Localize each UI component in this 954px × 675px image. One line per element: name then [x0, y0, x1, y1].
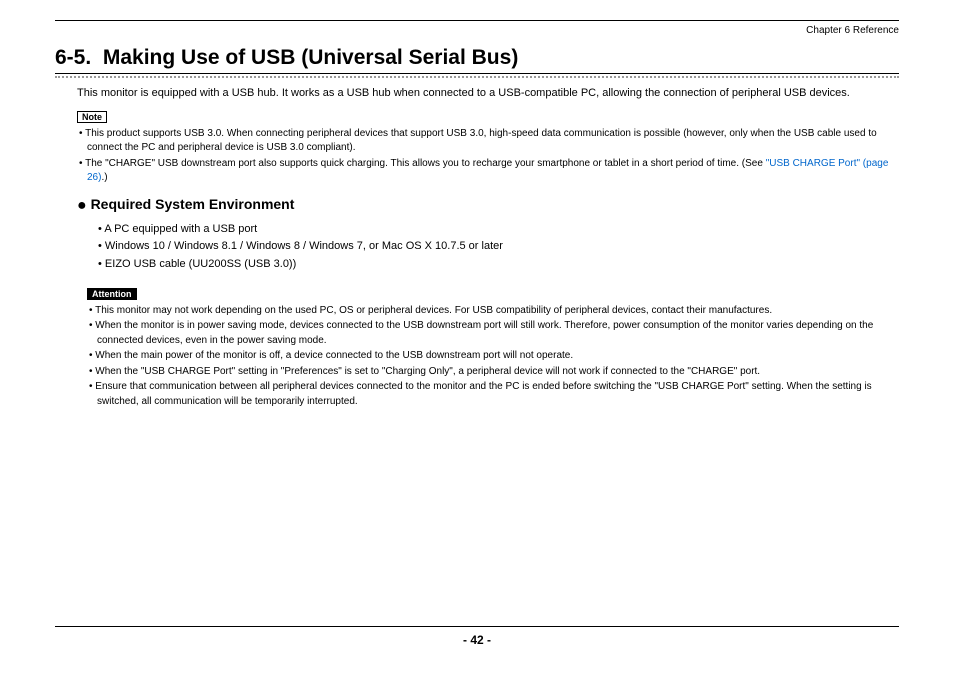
attention-item: Ensure that communication between all pe…: [87, 380, 899, 409]
note-text-before: The "CHARGE" USB downstream port also su…: [85, 158, 766, 169]
list-item: Windows 10 / Windows 8.1 / Windows 8 / W…: [97, 238, 899, 256]
section-title: 6-5. Making Use of USB (Universal Serial…: [55, 46, 899, 74]
list-item: A PC equipped with a USB port: [97, 221, 899, 239]
required-env-list: A PC equipped with a USB port Windows 10…: [97, 221, 899, 274]
footer-rule: [55, 626, 899, 627]
page-number: - 42 -: [55, 633, 899, 647]
required-env-heading-text: Required System Environment: [91, 196, 295, 212]
chapter-reference: Chapter 6 Reference: [55, 25, 899, 36]
header-rule: [55, 20, 899, 21]
note-text-after: .): [101, 172, 107, 183]
page-footer: - 42 -: [55, 626, 899, 647]
attention-list: This monitor may not work depending on t…: [87, 304, 899, 410]
intro-paragraph: This monitor is equipped with a USB hub.…: [77, 86, 899, 101]
document-page: Chapter 6 Reference 6-5. Making Use of U…: [0, 0, 954, 409]
required-env-heading: ● Required System Environment: [77, 196, 899, 215]
note-item: The "CHARGE" USB downstream port also su…: [77, 157, 899, 186]
section-title-text: Making Use of USB (Universal Serial Bus): [103, 46, 518, 69]
section-number: 6-5.: [55, 46, 91, 69]
attention-item: This monitor may not work depending on t…: [87, 304, 899, 319]
note-label: Note: [77, 111, 107, 123]
attention-label: Attention: [87, 288, 137, 300]
attention-item: When the main power of the monitor is of…: [87, 349, 899, 364]
attention-item: When the "USB CHARGE Port" setting in "P…: [87, 365, 899, 380]
note-list: This product supports USB 3.0. When conn…: [77, 127, 899, 186]
list-item: EIZO USB cable (UU200SS (USB 3.0)): [97, 256, 899, 274]
attention-item: When the monitor is in power saving mode…: [87, 319, 899, 348]
dotted-separator: [55, 76, 899, 78]
bullet-icon: ●: [77, 197, 87, 214]
note-item: This product supports USB 3.0. When conn…: [77, 127, 899, 156]
